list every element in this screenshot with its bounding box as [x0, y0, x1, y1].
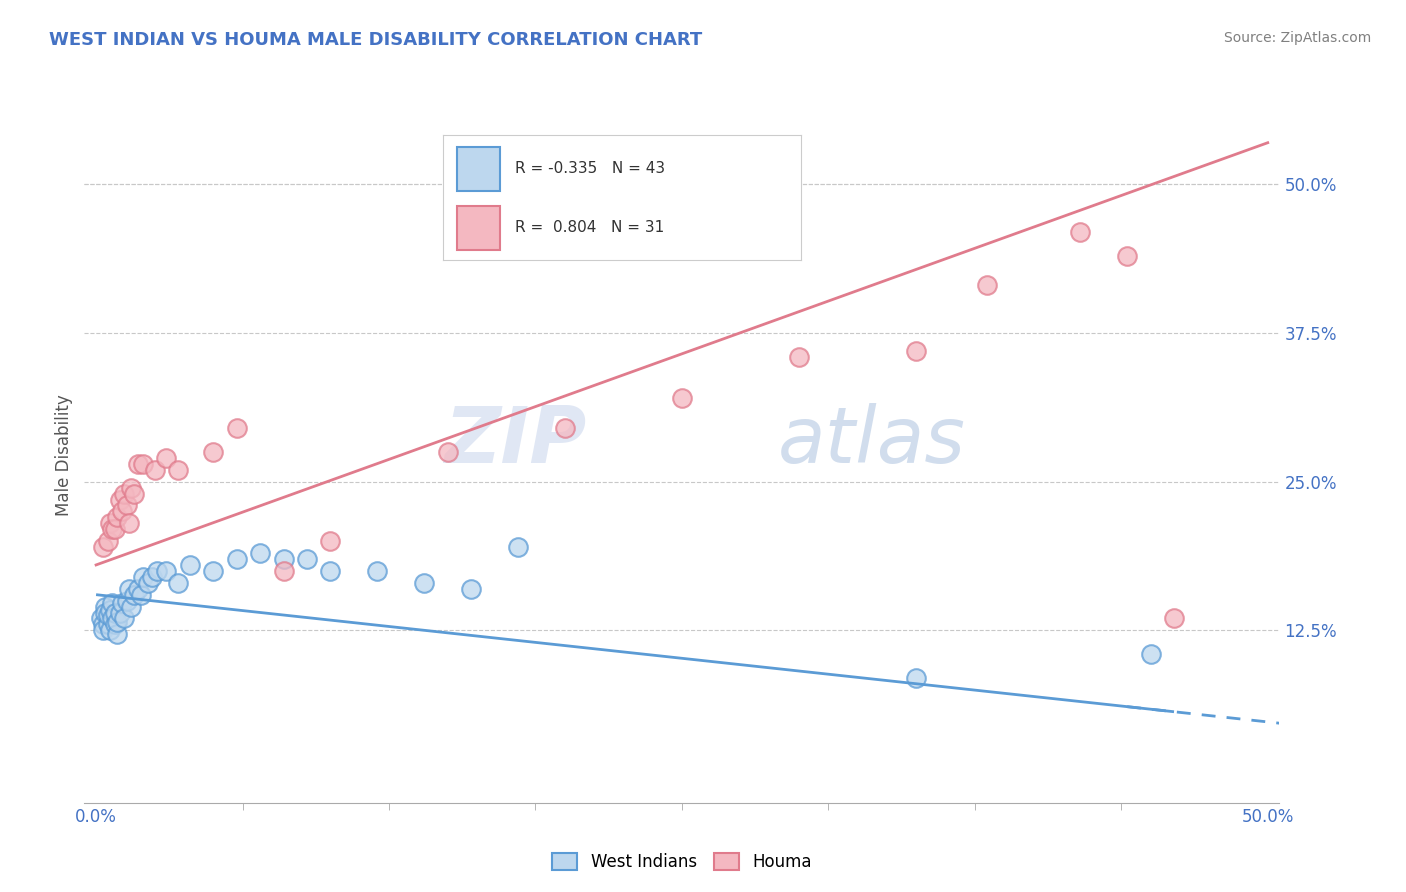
Point [366, 564, 388, 578]
Point [167, 463, 190, 477]
Point [460, 582, 482, 596]
Point [436, 445, 458, 459]
Legend: West Indians, Houma: West Indians, Houma [546, 847, 818, 878]
Point [122, 588, 145, 602]
Point [111, 596, 134, 610]
Point [554, 421, 576, 435]
Point [506, 540, 529, 554]
Point [295, 552, 318, 566]
Point [115, 593, 138, 607]
Point [155, 450, 177, 465]
Point [787, 350, 810, 364]
Text: ZIP: ZIP [444, 403, 586, 479]
Point [413, 575, 436, 590]
Point [105, 615, 128, 629]
Point [132, 457, 155, 471]
Point [122, 486, 145, 500]
Point [101, 522, 124, 536]
Point [671, 392, 693, 406]
Point [98, 516, 121, 531]
Point [167, 575, 190, 590]
Point [141, 570, 163, 584]
Point [90, 611, 112, 625]
Point [108, 606, 131, 620]
Point [94, 599, 117, 614]
Point [105, 510, 128, 524]
Point [104, 606, 127, 620]
Point [112, 611, 135, 625]
Point [120, 481, 142, 495]
Text: atlas: atlas [778, 403, 966, 479]
Point [120, 599, 142, 614]
Point [104, 617, 127, 632]
Point [97, 617, 120, 632]
Point [112, 486, 135, 500]
Point [91, 617, 114, 632]
Point [319, 564, 342, 578]
Point [129, 588, 152, 602]
Point [97, 607, 120, 622]
Point [905, 671, 928, 685]
Point [118, 516, 141, 531]
Point [111, 504, 134, 518]
Point [101, 596, 124, 610]
Point [179, 558, 201, 572]
Point [91, 540, 114, 554]
Point [143, 463, 166, 477]
Point [146, 564, 169, 578]
Text: Source: ZipAtlas.com: Source: ZipAtlas.com [1223, 31, 1371, 45]
Point [98, 603, 121, 617]
Point [1116, 249, 1139, 263]
Point [225, 552, 247, 566]
Point [91, 624, 114, 638]
Point [108, 492, 131, 507]
Point [273, 552, 295, 566]
Point [136, 575, 159, 590]
Point [132, 570, 155, 584]
Point [319, 534, 342, 549]
Point [225, 421, 247, 435]
Point [118, 582, 141, 596]
Point [101, 611, 124, 625]
Point [1139, 647, 1161, 661]
Point [155, 564, 177, 578]
Point [249, 546, 271, 560]
Text: WEST INDIAN VS HOUMA MALE DISABILITY CORRELATION CHART: WEST INDIAN VS HOUMA MALE DISABILITY COR… [49, 31, 703, 49]
Point [1069, 225, 1091, 239]
Point [94, 606, 117, 620]
Point [273, 564, 295, 578]
Point [98, 624, 121, 638]
Point [202, 445, 225, 459]
Point [202, 564, 225, 578]
Y-axis label: Male Disability: Male Disability [55, 394, 73, 516]
Point [97, 534, 120, 549]
Point [976, 278, 998, 293]
Point [127, 582, 149, 596]
Point [905, 343, 928, 358]
Point [1163, 611, 1185, 625]
Point [115, 499, 138, 513]
Point [104, 522, 127, 536]
Point [127, 457, 149, 471]
Point [105, 627, 128, 641]
